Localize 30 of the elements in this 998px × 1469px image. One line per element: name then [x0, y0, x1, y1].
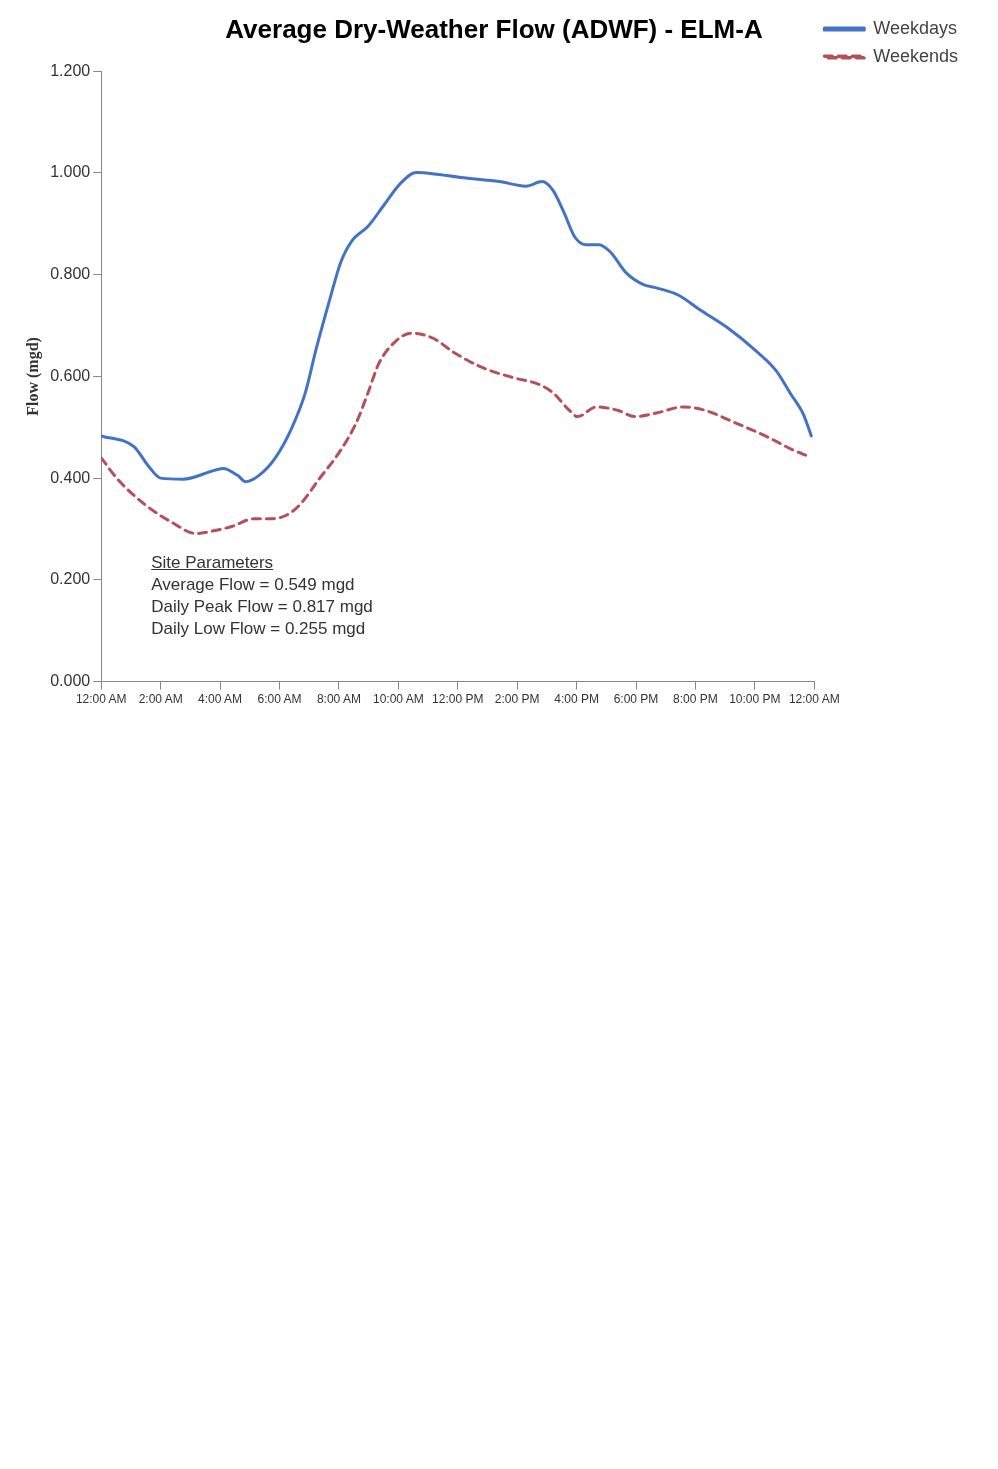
annotation: Daily Peak Flow = 0.817 mgd: [151, 595, 373, 618]
legend-label: Weekdays: [873, 17, 957, 38]
y-tick-label: 0.800: [50, 265, 91, 283]
x-tick-label: 4:00 AM: [198, 692, 243, 707]
x-tick-label: 12:00 PM: [432, 692, 484, 707]
y-tick-label: 1.000: [50, 163, 91, 181]
x-tick-label: 12:00 AM: [75, 692, 127, 707]
x-tick-label: 6:00 AM: [257, 692, 302, 707]
line-series: [101, 170, 813, 484]
annotation: Average Flow = 0.549 mgd: [151, 573, 356, 596]
y-axis-title: Flow (mgd): [23, 337, 42, 416]
y-tick-label: 0.600: [50, 366, 91, 384]
x-tick-label: 4:00 PM: [554, 692, 599, 707]
x-tick-label: 6:00 PM: [613, 692, 659, 707]
line-series: [101, 331, 810, 536]
x-tick-label: 2:00 AM: [138, 692, 183, 707]
x-tick-label: 8:00 PM: [673, 692, 718, 707]
x-tick-label: 10:00 PM: [729, 692, 781, 707]
y-tick-label: 0.400: [50, 468, 91, 486]
legend-label: Weekends: [873, 45, 958, 66]
x-tick-label: 2:00 PM: [494, 692, 540, 707]
y-tick-label: 0.000: [50, 672, 91, 690]
y-tick-label: 0.200: [50, 570, 91, 588]
x-tick-label: 10:00 AM: [372, 692, 424, 707]
y-tick-label: 1.200: [50, 61, 91, 79]
chart-title: Average Dry-Weather Flow (ADWF) - ELM-A: [225, 13, 763, 44]
annotation: Site Parameters: [151, 551, 275, 574]
x-tick-label: 8:00 AM: [316, 692, 361, 707]
x-tick-label: 12:00 AM: [788, 692, 840, 707]
annotation: Daily Low Flow = 0.255 mgd: [151, 617, 367, 640]
